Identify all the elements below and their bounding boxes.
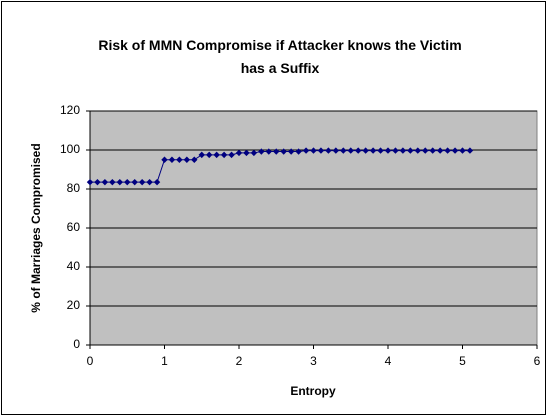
marker (310, 147, 317, 154)
marker (340, 147, 347, 154)
y-axis-label: % of Marriages Compromised (29, 143, 43, 312)
marker (436, 147, 444, 154)
marker (198, 151, 205, 159)
marker (235, 149, 243, 157)
marker (347, 147, 354, 154)
y-tick-label: 120 (60, 103, 80, 117)
marker (176, 156, 183, 163)
marker (191, 156, 198, 163)
marker (459, 147, 466, 154)
marker (287, 148, 295, 155)
marker (250, 149, 258, 157)
x-tick-label: 4 (385, 354, 392, 368)
y-tick-label: 100 (60, 142, 80, 156)
x-axis-label: Entropy (290, 384, 336, 398)
marker (466, 147, 474, 154)
x-tick-label: 6 (534, 354, 541, 368)
x-tick-label: 0 (87, 354, 94, 368)
marker (273, 148, 280, 155)
marker (243, 149, 250, 157)
x-tick-label: 5 (459, 354, 466, 368)
marker (94, 178, 101, 186)
marker (325, 147, 332, 154)
marker (86, 178, 94, 186)
y-tick-label: 80 (67, 181, 81, 195)
marker (384, 147, 392, 154)
marker (101, 178, 109, 186)
marker (429, 147, 436, 154)
marker (295, 148, 302, 155)
marker (116, 178, 123, 186)
marker (109, 178, 116, 186)
marker (206, 151, 213, 159)
marker (258, 148, 265, 155)
marker (414, 147, 421, 154)
y-tick-label: 0 (73, 337, 80, 351)
marker (332, 147, 340, 154)
marker (131, 178, 138, 186)
marker (369, 147, 377, 154)
marker (302, 147, 310, 154)
y-tick-label: 20 (67, 298, 81, 312)
marker (451, 147, 459, 154)
marker (399, 147, 407, 154)
marker (444, 147, 451, 154)
marker (168, 156, 176, 163)
x-tick-label: 3 (310, 354, 317, 368)
marker (422, 147, 429, 154)
marker (362, 147, 369, 154)
marker (153, 178, 161, 186)
marker (124, 178, 131, 186)
marker (213, 151, 220, 159)
series-line (90, 150, 470, 183)
marker (392, 147, 399, 154)
y-tick-label: 40 (67, 259, 81, 273)
marker (138, 178, 146, 186)
x-tick-label: 2 (236, 354, 243, 368)
marker (161, 156, 168, 163)
marker (265, 148, 272, 155)
marker (183, 156, 191, 163)
marker (228, 151, 235, 159)
marker (377, 147, 384, 154)
marker (407, 147, 414, 154)
x-tick-label: 1 (161, 354, 168, 368)
marker (220, 151, 228, 159)
y-tick-label: 60 (67, 220, 81, 234)
marker (146, 178, 153, 186)
marker (280, 148, 287, 155)
chart-title: Risk of MMN Compromise if Attacker knows… (98, 37, 462, 76)
marker (355, 147, 362, 154)
marker (317, 147, 325, 154)
